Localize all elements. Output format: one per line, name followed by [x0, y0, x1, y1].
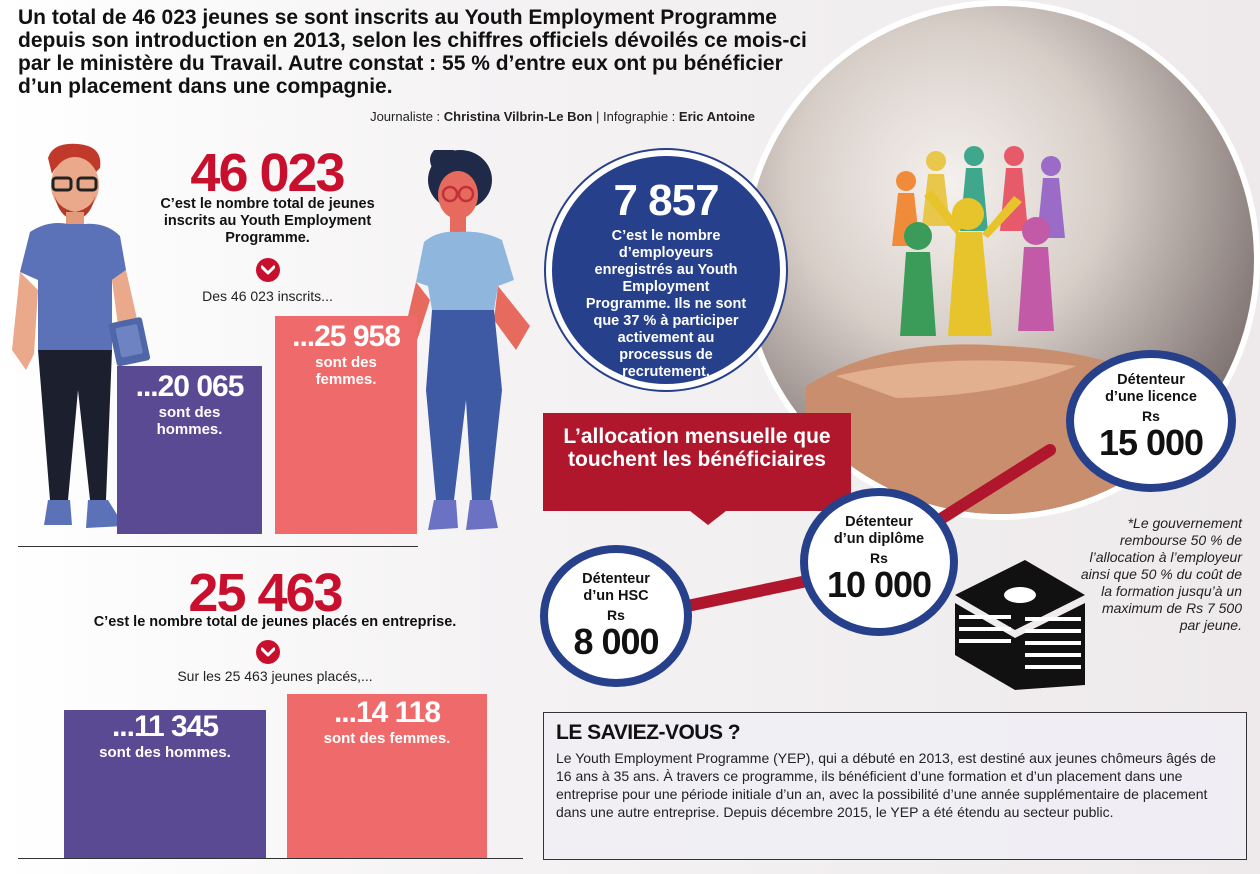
allowance-hsc-label: Détenteur d’un HSC	[582, 571, 650, 604]
infographic-name: Eric Antoine	[678, 109, 755, 124]
registered-women-label: sont des femmes.	[315, 354, 377, 388]
money-stack-icon	[955, 560, 1085, 690]
chevron-down-icon	[256, 640, 280, 664]
allowance-hsc-amount: 8 000	[573, 621, 659, 662]
placed-sub: Sur les 25 463 jeunes placés,...	[177, 668, 373, 684]
did-you-know-body: Le Youth Employment Programme (YEP), qui…	[556, 750, 1216, 820]
registered-women-value: ...25 958	[292, 320, 401, 353]
man-illustration	[12, 143, 151, 528]
credits: Journaliste : Christina Vilbrin-Le Bon |…	[300, 109, 755, 124]
placed-caption: C’est le nombre total de jeunes placés e…	[93, 614, 457, 630]
woman-illustration	[400, 150, 530, 530]
employers-value: 7 857	[613, 176, 719, 225]
journalist-name: Christina Vilbrin-Le Bon	[443, 109, 593, 124]
employers-circle: 7 857 C’est le nombre d’employeurs enreg…	[546, 150, 786, 390]
registered-men-value: ...20 065	[135, 370, 245, 403]
placed-men-value: ...11 345	[111, 710, 219, 743]
divider	[18, 858, 523, 859]
allowance-hsc: Détenteur d’un HSC Rs 8 000	[540, 545, 692, 687]
allowance-diploma-amount: 10 000	[826, 564, 932, 605]
credits-separator: |	[595, 109, 600, 124]
allowance-note: *Le gouvernement rembourse 50 % de l’all…	[1080, 515, 1242, 633]
banner-tail	[690, 511, 726, 525]
placed-women-bar: ...14 118 sont des femmes.	[287, 694, 487, 858]
allowance-banner: L’allocation mensuelle que touchent les …	[543, 413, 851, 511]
registered-women-bar: ...25 958 sont des femmes.	[275, 316, 417, 534]
placed-total: 25 463	[188, 563, 343, 623]
registered-total: 46 023	[190, 143, 345, 203]
allowance-licence-label: Détenteur d’une licence	[1105, 372, 1197, 405]
divider	[18, 546, 418, 547]
allowance-hsc-currency: Rs	[607, 607, 625, 623]
registered-men-label: sont des hommes.	[156, 404, 223, 438]
allowance-diploma: Détenteur d’un diplôme Rs 10 000	[800, 488, 958, 636]
allowance-licence: Détenteur d’une licence Rs 15 000	[1066, 350, 1236, 492]
placed-men-label: sont des hommes.	[99, 744, 231, 761]
registered-men-bar: ...20 065 sont des hommes.	[117, 366, 262, 534]
allowance-diploma-currency: Rs	[870, 550, 888, 566]
allowance-licence-currency: Rs	[1142, 408, 1160, 424]
employers-caption: C’est le nombre d’employeurs enregistrés…	[585, 228, 747, 380]
registered-sub: Des 46 023 inscrits...	[202, 288, 333, 304]
intro-paragraph: Un total de 46 023 jeunes se sont inscri…	[18, 6, 807, 98]
allowance-diploma-label: Détenteur d’un diplôme	[833, 514, 925, 547]
did-you-know-box: LE SAVIEZ-VOUS ? Le Youth Employment Pro…	[543, 712, 1247, 860]
placed-men-bar: ...11 345 sont des hommes.	[64, 710, 266, 858]
did-you-know-title: LE SAVIEZ-VOUS ?	[556, 721, 741, 744]
allowance-licence-amount: 15 000	[1098, 422, 1204, 463]
placed-women-label: sont des femmes.	[323, 730, 451, 747]
journalist-label: Journaliste :	[370, 109, 441, 124]
chevron-down-icon	[256, 258, 280, 282]
registered-caption: C’est le nombre total de jeunes inscrits…	[160, 196, 375, 246]
infographic-label: Infographie :	[603, 109, 676, 124]
placed-women-value: ...14 118	[333, 696, 441, 729]
